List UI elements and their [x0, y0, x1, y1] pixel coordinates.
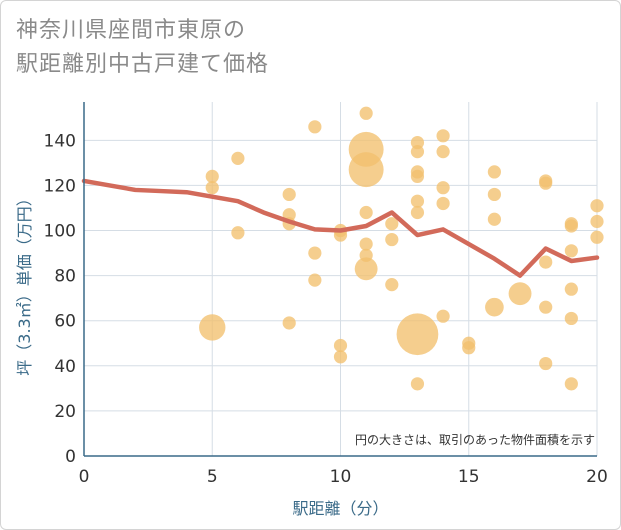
bubble-point-14 — [333, 338, 348, 353]
bubble-point-35 — [436, 145, 450, 159]
bubble-point-2 — [199, 314, 226, 341]
grid-lines — [84, 102, 598, 456]
y-tick-label-80: 80 — [54, 267, 76, 287]
bubble-point-54 — [564, 282, 578, 296]
bubble-point-32 — [396, 313, 439, 356]
y-axis-label: 坪（3.3㎡）単価（万円） — [15, 190, 34, 375]
bubble-point-55 — [564, 311, 578, 326]
bubble-point-22 — [354, 257, 378, 281]
bubble-point-49 — [539, 300, 553, 314]
x-tick-label-20: 20 — [586, 467, 608, 487]
bubble-point-25 — [385, 278, 399, 292]
bubble-point-18 — [348, 152, 384, 188]
y-tick-label-60: 60 — [54, 312, 76, 332]
chart-title-line-2: 駅距離別中古戸建て価格 — [16, 52, 270, 77]
bubble-point-20 — [359, 237, 373, 251]
chart-title-line-1: 神奈川県座間市東原の — [16, 18, 247, 43]
chart-title: 神奈川県座間市東原の 駅距離別中古戸建て価格 — [16, 14, 269, 82]
bubble-point-31 — [410, 205, 425, 220]
bubble-point-50 — [539, 356, 553, 371]
y-tick-label-140: 140 — [44, 131, 76, 151]
bubble-point-52 — [564, 219, 578, 233]
y-tick-label-120: 120 — [44, 176, 76, 196]
bubble-point-37 — [436, 196, 450, 211]
bubble-point-26 — [410, 135, 425, 150]
bubble-series — [199, 106, 604, 391]
bubble-point-36 — [436, 181, 450, 195]
bubble-point-19 — [359, 205, 373, 220]
bubble-point-5 — [282, 187, 296, 202]
average-line-series — [81, 178, 600, 278]
bubble-point-10 — [308, 246, 322, 260]
bubble-point-41 — [487, 165, 501, 179]
bubble-point-56 — [564, 377, 578, 391]
bubble-point-44 — [485, 297, 504, 317]
bubble-point-16 — [359, 106, 373, 120]
y-tick-label-20: 20 — [54, 402, 76, 422]
bubble-point-34 — [436, 129, 450, 143]
bubble-point-3 — [231, 151, 245, 165]
bubble-point-30 — [410, 194, 425, 208]
y-tick-label-100: 100 — [44, 222, 76, 242]
x-tick-label-15: 15 — [458, 467, 480, 487]
bubble-point-48 — [539, 255, 553, 269]
bubble-point-23 — [385, 217, 399, 231]
bubble-point-8 — [282, 316, 296, 330]
bubble-point-27 — [410, 145, 425, 159]
bubble-point-43 — [487, 212, 501, 226]
bubble-point-0 — [205, 169, 219, 184]
x-axis-label: 駅距離（分） — [292, 499, 388, 518]
tick-labels: 0 20 40 60 80 100 120 140 0 5 10 15 20 — [44, 131, 608, 487]
bubble-point-9 — [308, 120, 322, 134]
bubble-point-15 — [333, 350, 348, 364]
bubble-point-11 — [308, 273, 322, 287]
bubble-point-33 — [410, 377, 425, 391]
bubble-point-58 — [590, 214, 604, 229]
bubble-point-4 — [231, 226, 245, 240]
bubble-point-24 — [385, 232, 399, 247]
bubble-point-47 — [539, 176, 553, 190]
bubble-point-40 — [462, 341, 476, 355]
bubble-point-38 — [436, 309, 450, 323]
axes — [83, 102, 597, 457]
size-annotation: 円の大きさは、取引のあった物件面積を示す — [355, 432, 595, 447]
x-tick-label-5: 5 — [207, 467, 218, 487]
bubble-point-59 — [590, 230, 604, 244]
y-tick-label-0: 0 — [65, 447, 76, 467]
average-price-line — [81, 178, 600, 278]
x-tick-label-0: 0 — [79, 467, 90, 487]
bubble-point-53 — [564, 244, 578, 258]
bubble-point-57 — [590, 199, 604, 213]
y-tick-label-40: 40 — [54, 357, 76, 377]
x-tick-label-10: 10 — [330, 467, 352, 487]
bubble-point-1 — [205, 181, 219, 195]
bubble-point-29 — [410, 169, 425, 184]
bubble-point-42 — [487, 187, 501, 202]
bubble-point-45 — [508, 282, 532, 306]
